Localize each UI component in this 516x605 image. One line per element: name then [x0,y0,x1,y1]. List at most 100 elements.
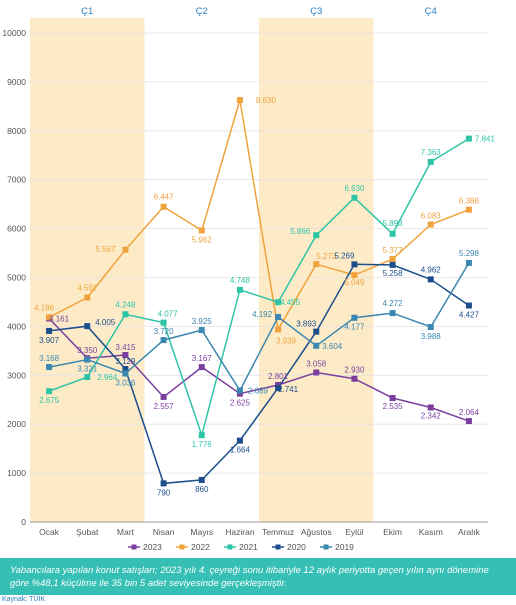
data-label-2019: 3.321 [77,365,98,374]
legend-marker-2020 [275,544,281,550]
data-label-2021: 7.841 [475,135,496,144]
data-point-2021 [46,388,53,395]
y-tick-label: 6000 [7,224,26,234]
x-tick-label: Ekim [383,527,402,537]
data-point-2020 [160,480,167,487]
caption-text: Yabancılara yapılan konut satışları; 202… [10,565,489,589]
data-point-2022 [427,221,434,228]
legend-marker-2023 [131,544,137,550]
data-label-2020: 790 [157,488,171,497]
data-label-2019: 3.036 [115,379,136,388]
data-point-2019 [427,323,434,330]
data-point-2022 [198,227,205,234]
data-label-2019: 3.168 [39,354,60,363]
data-label-2021: 1.776 [192,440,213,449]
data-label-2020: 4.962 [421,265,442,274]
data-label-2019: 4.192 [252,310,273,319]
y-axis: 0 1000 2000 3000 4000 5000 6000 7000 8000 9000 100… [2,28,26,527]
series-line-2023 [48,317,470,422]
data-point-2022 [84,294,91,301]
legend-marker-2021 [227,544,233,550]
data-label-2019: 3.925 [192,317,213,326]
data-label-2023: 2.625 [230,399,251,408]
quarter-labels: Ç1 Ç2 Ç3 Ç4 [81,6,437,17]
data-label-2022: 6.447 [154,193,175,202]
data-point-2020 [122,365,129,372]
x-tick-label: Ağustos [301,527,332,537]
data-point-2021 [160,319,167,326]
data-label-2022: 3.939 [276,336,297,345]
data-point-2022 [351,272,358,279]
series-points [46,96,472,487]
data-point-2019 [198,327,205,334]
caption-banner: Yabancılara yapılan konut satışları; 202… [0,558,516,595]
data-point-2021 [275,299,282,306]
data-point-2021 [465,135,472,142]
data-label-2023: 3.058 [306,359,327,368]
data-point-2023 [351,375,358,382]
data-point-2019 [465,259,472,266]
data-point-2023 [198,364,205,371]
data-point-2021 [84,374,91,381]
data-label-2023: 3.350 [77,346,98,355]
data-label-2019: 3.988 [421,332,442,341]
data-point-2023 [313,369,320,376]
data-label-2020: 4.427 [459,311,480,320]
data-label-2022: 4.186 [34,303,55,312]
data-label-2022: 5.377 [383,246,404,255]
data-point-2021 [122,311,129,318]
data-label-2021: 6.630 [344,184,365,193]
data-label-2022: 5.049 [344,278,365,287]
data-label-2023: 3.415 [115,343,136,352]
data-label-2023: 2.557 [154,402,175,411]
data-label-2021: 4.748 [230,276,251,285]
data-label-2020: 1.664 [230,446,251,455]
legend: 2023 2022 2021 2020 2019 [128,542,354,552]
data-label-2023: 2.535 [383,402,404,411]
quarter-label: Ç2 [196,6,208,17]
y-tick-label: 9000 [7,77,26,87]
data-point-2019 [46,364,53,371]
data-point-2023 [236,390,243,397]
data-point-2020 [465,302,472,309]
data-label-2020: 3.893 [296,320,317,329]
y-tick-label: 1000 [7,468,26,478]
data-point-2020 [236,437,243,444]
data-point-2021 [351,194,358,201]
y-tick-label: 7000 [7,175,26,185]
data-point-2020 [275,384,282,391]
data-point-2021 [236,286,243,293]
legend-label-2023: 2023 [143,542,162,552]
data-point-2022 [160,203,167,210]
data-label-2019: 5.298 [459,249,480,258]
x-tick-label: Kasım [419,527,443,537]
data-label-2022: 4.591 [77,284,98,293]
data-point-2023 [122,352,129,359]
data-label-2020: 3.907 [39,336,60,345]
series-line-2019 [48,262,470,393]
x-tick-label: Nisan [153,527,175,537]
data-label-2019: 4.177 [344,323,365,332]
quarter-band-1 [30,18,145,522]
data-label-2023: 2.801 [268,372,289,381]
x-tick-label: Mart [117,527,135,537]
data-point-2020 [84,323,91,330]
data-label-2022: 5.567 [95,245,116,254]
data-label-2021: 4.077 [158,310,179,319]
data-point-2019 [122,370,129,377]
y-tick-label: 5000 [7,273,26,283]
data-label-2021: 4.248 [115,300,136,309]
data-label-2021: 4.495 [280,298,301,307]
data-label-2023: 3.167 [192,354,213,363]
data-label-2021: 2.675 [39,396,60,405]
data-point-2019 [160,337,167,344]
legend-marker-2019 [323,544,329,550]
data-point-2020 [46,327,53,334]
y-tick-label: 2000 [7,419,26,429]
x-tick-label: Temmuz [262,527,294,537]
data-label-2020: 5.258 [383,269,404,278]
y-tick-label: 4000 [7,321,26,331]
x-tick-label: Eylül [345,527,364,537]
data-point-2020 [198,476,205,483]
data-label-2019: 3.720 [154,327,175,336]
